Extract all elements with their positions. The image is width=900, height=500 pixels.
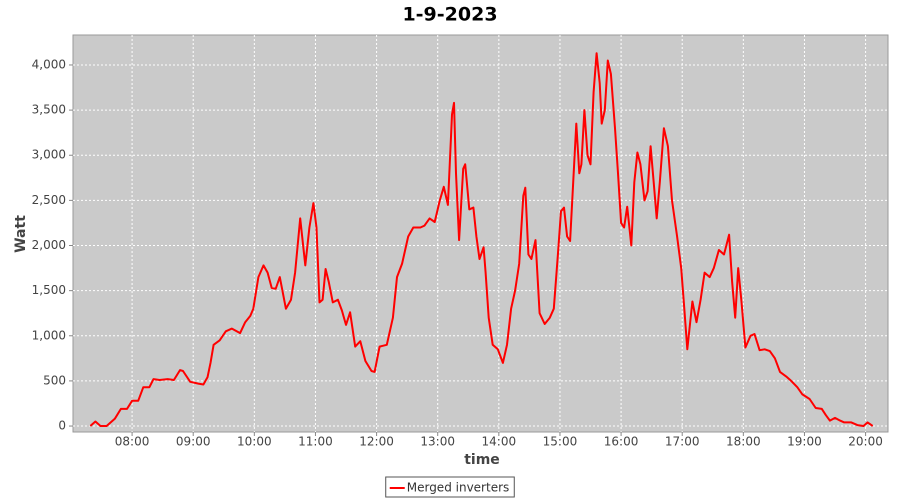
- y-tick-label: 1,000: [32, 328, 66, 342]
- y-tick-label: 2,500: [32, 193, 66, 207]
- y-tick-label: 1,500: [32, 283, 66, 297]
- x-tick-label: 13:00: [420, 435, 455, 449]
- x-tick-label: 11:00: [298, 435, 333, 449]
- x-tick-label: 17:00: [665, 435, 700, 449]
- legend-box: [385, 476, 515, 498]
- y-tick-label: 3,500: [32, 103, 66, 117]
- x-tick-label: 10:00: [237, 435, 272, 449]
- y-tick-label: 2,000: [32, 238, 66, 252]
- legend-label: Merged inverters: [407, 481, 510, 495]
- x-tick-label: 19:00: [787, 435, 822, 449]
- x-tick-label: 18:00: [726, 435, 761, 449]
- x-axis-label: time: [464, 452, 500, 468]
- y-tick-label: 0: [58, 419, 66, 433]
- x-tick-label: 08:00: [115, 435, 150, 449]
- data-line: [89, 52, 874, 427]
- y-tick-label: 500: [43, 373, 66, 387]
- x-tick-label: 20:00: [848, 435, 883, 449]
- x-tick-label: 16:00: [604, 435, 639, 449]
- plot-area: [72, 34, 889, 433]
- y-tick-label: 3,000: [32, 148, 66, 162]
- legend: Merged inverters: [385, 476, 515, 498]
- x-tick-label: 12:00: [359, 435, 394, 449]
- chart-title: 1-9-2023: [402, 4, 497, 26]
- x-tick-label: 15:00: [543, 435, 578, 449]
- x-tick-label: 09:00: [176, 435, 211, 449]
- y-axis-label: Watt: [13, 215, 29, 253]
- y-tick-label: 4,000: [32, 57, 66, 71]
- x-tick-label: 14:00: [482, 435, 517, 449]
